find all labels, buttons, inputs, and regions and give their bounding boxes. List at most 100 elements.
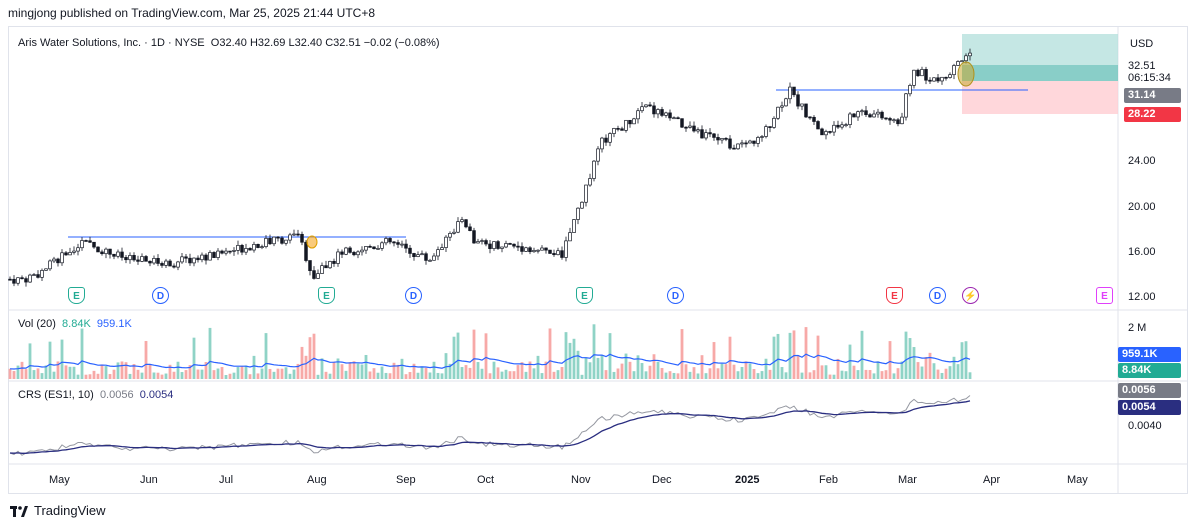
- candle-body: [196, 257, 200, 261]
- candle-body: [136, 259, 140, 262]
- earnings-event-marker[interactable]: E: [576, 287, 593, 304]
- volume-bar: [520, 362, 524, 379]
- volume-bar: [608, 333, 612, 379]
- volume-bar: [40, 373, 44, 379]
- volume-bar: [292, 369, 296, 379]
- symbol-name: Aris Water Solutions, Inc. · 1D · NYSE: [18, 37, 205, 49]
- volume-bar: [56, 361, 60, 379]
- volume-bar: [144, 340, 148, 379]
- volume-bar: [780, 367, 784, 379]
- volume-bar: [672, 372, 676, 379]
- volume-bar: [852, 365, 856, 379]
- volume-bar: [504, 369, 508, 379]
- earnings-event-marker[interactable]: E: [886, 287, 903, 304]
- candle-body: [672, 117, 676, 120]
- volume-bar: [232, 372, 236, 379]
- volume-bar: [76, 374, 80, 379]
- candle-body: [104, 248, 108, 255]
- dividend-event-marker[interactable]: D: [667, 287, 684, 304]
- volume-bar: [212, 370, 216, 379]
- volume-bar: [716, 368, 720, 379]
- candle-body: [32, 274, 36, 276]
- candle-body: [684, 126, 688, 129]
- volume-bar: [656, 361, 660, 379]
- candle-body: [864, 110, 868, 116]
- time-tick: May: [49, 474, 70, 486]
- candle-body: [720, 137, 724, 141]
- volume-bar: [88, 374, 92, 379]
- volume-bar: [752, 369, 756, 379]
- volume-bar: [756, 373, 760, 379]
- volume-bar: [268, 368, 272, 379]
- volume-bar: [220, 367, 224, 379]
- volume-legend[interactable]: Vol (20) 8.84K 959.1K: [18, 318, 132, 330]
- crs-legend[interactable]: CRS (ES1!, 10) 0.0056 0.0054: [18, 389, 173, 401]
- volume-bar: [184, 370, 188, 379]
- volume-bar: [568, 342, 572, 379]
- earnings-event-marker[interactable]: E: [68, 287, 85, 304]
- volume-bar: [908, 338, 912, 379]
- candle-body: [216, 250, 220, 258]
- volume-bar: [592, 324, 596, 379]
- candle-body: [108, 248, 112, 255]
- candle-body: [844, 124, 848, 127]
- candle-body: [648, 104, 652, 107]
- candle-body: [508, 243, 512, 245]
- volume-bar: [52, 371, 56, 379]
- volume-bar: [356, 363, 360, 379]
- volume-bar: [400, 358, 404, 379]
- candle-body: [220, 250, 224, 254]
- candle-body: [68, 252, 72, 256]
- candle-body: [528, 247, 532, 253]
- candle-body: [740, 142, 744, 145]
- dividend-event-marker[interactable]: D: [929, 287, 946, 304]
- crs-ma-badge: 0.0054: [1118, 400, 1181, 415]
- volume-bar: [776, 333, 780, 379]
- candle-body: [700, 129, 704, 139]
- time-tick: Sep: [396, 474, 416, 486]
- candle-body: [968, 52, 972, 57]
- candle-body: [644, 104, 648, 108]
- earnings-event-marker[interactable]: E: [1096, 287, 1113, 304]
- candle-body: [456, 221, 460, 233]
- candle-body: [296, 233, 300, 236]
- candle-body: [628, 119, 632, 125]
- volume-bar: [152, 372, 156, 379]
- volume-axis-tick: 2 M: [1128, 322, 1147, 334]
- candle-body: [824, 131, 828, 136]
- volume-bar: [784, 372, 788, 379]
- candle-body: [244, 248, 248, 253]
- volume-bar: [968, 372, 972, 379]
- volume-bar: [492, 361, 496, 379]
- candle-body: [52, 258, 56, 262]
- candle-body: [24, 278, 28, 283]
- candle-body: [476, 241, 480, 244]
- candle-body: [164, 260, 168, 266]
- dividend-event-marker[interactable]: D: [152, 287, 169, 304]
- time-tick: Mar: [898, 474, 917, 486]
- symbol-legend[interactable]: Aris Water Solutions, Inc. · 1D · NYSE O…: [18, 37, 440, 49]
- split-lightning-icon[interactable]: ⚡: [962, 287, 979, 304]
- volume-bar: [484, 333, 488, 379]
- chart-frame[interactable]: [8, 26, 1188, 494]
- volume-bar: [264, 333, 268, 379]
- candle-body: [464, 219, 468, 228]
- volume-bar: [16, 365, 20, 379]
- volume-bar: [420, 366, 424, 379]
- volume-bar: [832, 374, 836, 379]
- candle-body: [208, 252, 212, 261]
- candle-body: [444, 236, 448, 248]
- currency-label[interactable]: USD: [1130, 38, 1154, 50]
- candle-body: [944, 76, 948, 79]
- candle-body: [424, 253, 428, 261]
- candle-body: [436, 249, 440, 257]
- footer-brand-text: TradingView: [34, 503, 106, 518]
- volume-bar: [36, 368, 40, 379]
- volume-bar: [236, 367, 240, 379]
- volume-bar: [632, 371, 636, 379]
- dividend-event-marker[interactable]: D: [405, 287, 422, 304]
- earnings-event-marker[interactable]: E: [318, 287, 335, 304]
- volume-bar: [552, 371, 556, 379]
- volume-bar: [164, 373, 168, 379]
